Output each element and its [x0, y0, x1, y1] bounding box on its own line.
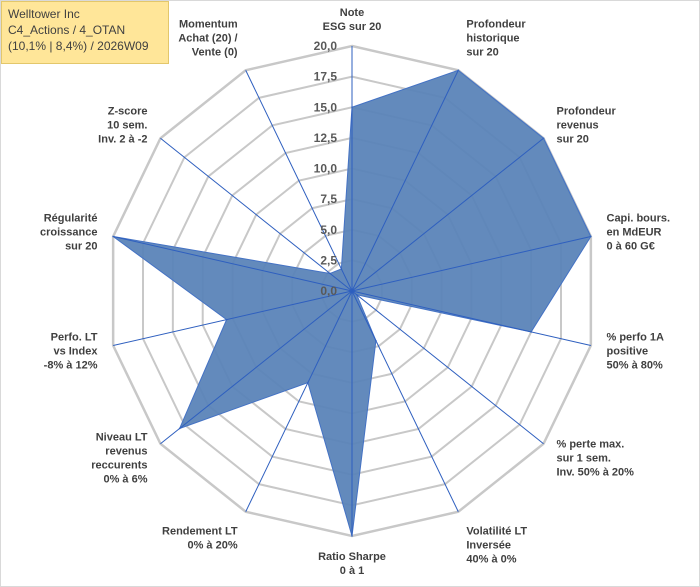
- axis-label-line: sur 20: [466, 47, 498, 59]
- axis-label-line: revenus: [105, 445, 147, 457]
- tick-label: 2,5: [320, 253, 337, 267]
- spoke-10: [160, 290, 353, 445]
- axis-label-line: Note: [340, 7, 364, 19]
- spoke-12: [113, 235, 353, 292]
- axis-label-11: Perfo. LT vs Index -8% à 12%: [44, 331, 99, 371]
- axis-label-line: positive: [607, 345, 649, 357]
- axis-label-13: Z-score 10 sem. Inv. 2 à -2: [98, 106, 147, 146]
- axis-label-line: 10 sem.: [107, 120, 147, 132]
- radar-spokes: [113, 46, 591, 536]
- spoke-3: [351, 137, 544, 292]
- axis-label-line: Momentum: [179, 19, 238, 31]
- axis-label-line: Profondeur: [556, 106, 616, 118]
- axis-label-line: reccurents: [91, 459, 147, 471]
- axis-label-line: 0% à 20%: [187, 539, 237, 551]
- axis-label-line: Rendement LT: [162, 525, 238, 537]
- axis-label-line: historique: [466, 33, 519, 45]
- axis-label-line: % perte max.: [556, 438, 624, 450]
- axis-label-4: Capi. bours. en MdEUR 0 à 60 G€: [607, 213, 671, 253]
- axis-label-12: Régularité croissance sur 20: [40, 213, 97, 253]
- axis-label-line: % perfo 1A: [607, 331, 665, 343]
- spoke-13: [160, 137, 353, 292]
- axis-label-line: Inv. 2 à -2: [98, 134, 147, 146]
- axis-label-3: Profondeur revenus sur 20: [556, 106, 616, 146]
- tick-label: 17,5: [314, 70, 338, 84]
- axis-label-line: sur 20: [556, 134, 588, 146]
- axis-label-line: sur 20: [65, 241, 97, 253]
- axis-label-line: Régularité: [44, 213, 98, 225]
- axis-label-1: Note ESG sur 20: [323, 7, 382, 33]
- axis-label-line: revenus: [556, 120, 598, 132]
- spoke-6: [351, 290, 544, 445]
- axis-label-6: % perte max. sur 1 sem. Inv. 50% à 20%: [556, 438, 634, 478]
- axis-label-line: croissance: [40, 227, 97, 239]
- axis-label-line: Inversée: [466, 539, 511, 551]
- axis-label-line: Inv. 50% à 20%: [556, 466, 634, 478]
- axis-label-line: 50% à 80%: [607, 359, 663, 371]
- spoke-2: [351, 70, 459, 292]
- tick-label: 20,0: [314, 39, 338, 53]
- axis-label-8: Ratio Sharpe 0 à 1: [318, 551, 386, 577]
- axis-label-line: 40% à 0%: [466, 553, 516, 565]
- spoke-7: [351, 290, 459, 512]
- axis-label-2: Profondeur historique sur 20: [466, 19, 526, 59]
- portfolio-path: C4_Actions / 4_OTAN: [8, 23, 126, 37]
- axis-label-line: Z-score: [108, 106, 148, 118]
- radar-axis-labels: Note ESG sur 20 Profondeur historique sur 20…: [40, 7, 670, 577]
- axis-label-line: ESG sur 20: [323, 21, 382, 33]
- axis-label-line: sur 1 sem.: [556, 452, 610, 464]
- axis-label-line: Vente (0): [192, 47, 238, 59]
- performance-week: (10,1% | 8,4%) / 2026W09: [8, 39, 149, 53]
- axis-label-line: Profondeur: [466, 19, 526, 31]
- axis-label-line: 0 à 1: [340, 565, 364, 577]
- axis-label-line: vs Index: [53, 345, 98, 357]
- chart-title-box: Welltower Inc C4_Actions / 4_OTAN (10,1%…: [1, 1, 169, 64]
- axis-label-line: 0 à 60 G€: [607, 241, 655, 253]
- axis-label-line: Capi. bours.: [607, 213, 671, 225]
- axis-label-line: -8% à 12%: [44, 359, 98, 371]
- tick-label: 10,0: [314, 162, 338, 176]
- tick-label: 7,5: [320, 192, 337, 206]
- axis-label-line: Achat (20) /: [178, 33, 237, 45]
- axis-label-line: Ratio Sharpe: [318, 551, 386, 563]
- axis-label-9: Rendement LT 0% à 20%: [162, 525, 238, 551]
- axis-label-14: Momentum Achat (20) / Vente (0): [178, 19, 238, 59]
- axis-label-line: 0% à 6%: [103, 473, 147, 485]
- tick-label: 5,0: [320, 223, 337, 237]
- axis-label-line: Volatilité LT: [466, 525, 527, 537]
- axis-label-10: Niveau LT revenus reccurents 0% à 6%: [91, 431, 148, 485]
- radar-tick-labels: 0,0 2,5 5,0 7,5 10,0 12,5 15,0 17,5 20,0: [314, 39, 338, 298]
- axis-label-7: Volatilité LT Inversée 40% à 0%: [466, 525, 527, 565]
- spoke-11: [113, 290, 353, 347]
- axis-label-line: Niveau LT: [96, 431, 148, 443]
- tick-label: 0,0: [320, 284, 337, 298]
- spoke-4: [351, 235, 591, 292]
- axis-label-line: Perfo. LT: [51, 331, 98, 343]
- axis-label-line: en MdEUR: [607, 227, 662, 239]
- spoke-14: [245, 70, 353, 292]
- spoke-9: [245, 290, 353, 512]
- tick-label: 12,5: [314, 131, 338, 145]
- company-name: Welltower Inc: [8, 7, 80, 21]
- spoke-5: [351, 290, 591, 347]
- axis-label-5: % perfo 1A positive 50% à 80%: [607, 331, 665, 371]
- tick-label: 15,0: [314, 100, 338, 114]
